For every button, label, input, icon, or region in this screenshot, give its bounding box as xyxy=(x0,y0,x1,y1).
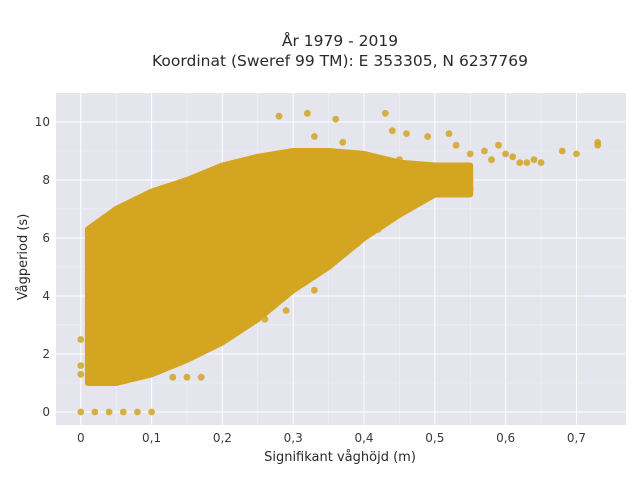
chart-title-line1: År 1979 - 2019 xyxy=(282,31,398,50)
scatter-point xyxy=(275,112,283,120)
scatter-point xyxy=(77,408,85,416)
x-axis-title: Signifikant våghöjd (m) xyxy=(264,450,416,465)
scatter-point xyxy=(523,159,531,167)
scatter-point xyxy=(502,150,509,158)
scatter-point xyxy=(537,159,545,167)
scatter-point xyxy=(466,150,474,158)
scatter-point xyxy=(530,156,538,164)
scatter-point xyxy=(339,138,347,146)
point-cloud xyxy=(84,148,474,386)
y-tick-label: 0 xyxy=(42,405,50,419)
y-tick-label: 2 xyxy=(42,347,50,361)
scatter-point xyxy=(311,133,318,140)
scatter-point xyxy=(119,408,127,416)
scatter-point xyxy=(332,115,340,123)
scatter-point xyxy=(481,147,488,155)
scatter-points xyxy=(77,109,602,416)
y-tick-label: 8 xyxy=(42,173,50,187)
scatter-point xyxy=(77,336,85,343)
scatter-point xyxy=(311,286,318,294)
y-tick-label: 4 xyxy=(42,289,50,303)
y-tick-label: 6 xyxy=(42,231,50,245)
scatter-point xyxy=(183,373,191,381)
scatter-point xyxy=(403,130,410,138)
scatter-point xyxy=(197,373,205,381)
scatter-point xyxy=(466,185,474,193)
scatter-point xyxy=(431,165,439,172)
point-cloud-area xyxy=(84,148,474,386)
y-tick-label: 10 xyxy=(35,115,50,129)
scatter-point xyxy=(91,408,99,416)
x-tick-label: 0,5 xyxy=(425,431,444,445)
scatter-point xyxy=(424,133,432,140)
scatter-point xyxy=(488,156,495,164)
scatter-point xyxy=(558,147,566,155)
scatter-point xyxy=(134,408,141,416)
scatter-point xyxy=(381,109,389,117)
x-tick-label: 0,4 xyxy=(354,431,373,445)
scatter-point xyxy=(452,141,460,149)
scatter-point xyxy=(509,153,517,161)
scatter-point xyxy=(148,408,156,416)
x-tick-label: 0,6 xyxy=(496,431,515,445)
scatter-point xyxy=(261,315,269,323)
chart-title-line2: Koordinat (Sweref 99 TM): E 353305, N 62… xyxy=(152,52,528,70)
x-tick-label: 0,3 xyxy=(284,431,303,445)
x-tick-label: 0 xyxy=(77,431,85,445)
y-tick-labels: 0 2 4 6 8 10 xyxy=(35,115,50,419)
scatter-point xyxy=(77,362,85,369)
scatter-point xyxy=(353,240,361,248)
x-tick-label: 0,7 xyxy=(567,431,586,445)
x-tick-label: 0,1 xyxy=(142,431,161,445)
scatter-point xyxy=(516,159,524,167)
scatter-point xyxy=(282,307,290,314)
scatter-point xyxy=(77,370,85,378)
scatter-point xyxy=(495,141,502,149)
scatter-point xyxy=(169,373,177,381)
scatter-point xyxy=(105,408,113,416)
scatter-point xyxy=(417,167,425,175)
scatter-point xyxy=(374,225,382,233)
scatter-point xyxy=(445,170,453,178)
x-tick-labels: 0 0,1 0,2 0,3 0,4 0,5 0,6 0,7 xyxy=(77,431,586,445)
scatter-point xyxy=(445,130,453,138)
scatter-point xyxy=(396,156,403,164)
scatter-point xyxy=(304,109,311,117)
y-axis-title: Vågperiod (s) xyxy=(16,214,31,301)
scatter-point xyxy=(594,138,602,146)
scatter-point xyxy=(459,176,467,184)
x-tick-label: 0,2 xyxy=(213,431,232,445)
scatter-point xyxy=(573,150,580,158)
scatter-point xyxy=(388,127,396,135)
